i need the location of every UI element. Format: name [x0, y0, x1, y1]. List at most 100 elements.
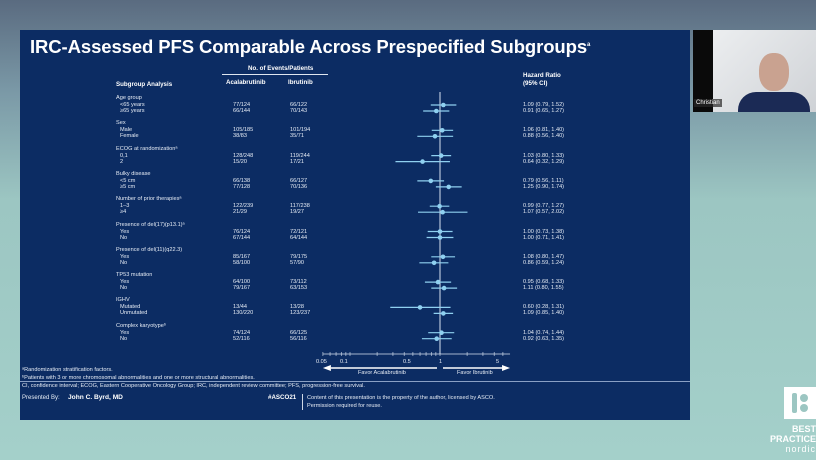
- hr-point: [440, 254, 446, 260]
- brand-line2: PRACTICE: [769, 434, 816, 444]
- abbreviations: CI, confidence interval; ECOG, Eastern C…: [22, 383, 365, 389]
- subgroup-heading: Sex: [116, 120, 126, 127]
- subgroup-heading: Number of prior therapiesᵃ: [116, 196, 182, 203]
- subgroup-label: Yes: [120, 253, 130, 260]
- arm2-events: 117/238: [290, 203, 310, 210]
- arm1-events: 74/124: [233, 329, 251, 336]
- tick-label: 0.05: [316, 359, 327, 365]
- arm2-events: 70/136: [290, 183, 308, 190]
- subgroup-heading: IGHV: [116, 297, 130, 304]
- tick-label: 1: [439, 359, 443, 365]
- hr-point: [441, 285, 447, 291]
- subgroup-label: ≥4: [120, 209, 127, 216]
- hr-point: [439, 128, 445, 133]
- presenter-name: John C. Byrd, MD: [68, 394, 123, 401]
- slide-title: IRC-Assessed PFS Comparable Across Presp…: [30, 36, 590, 58]
- arm1-events: 76/124: [233, 228, 251, 235]
- subgroup-label: No: [120, 335, 128, 342]
- hr-point: [420, 159, 425, 164]
- footer-separator: [302, 394, 303, 410]
- favor-right-label: Favor Ibrutinib: [457, 370, 493, 376]
- arm1-events: 79/167: [233, 285, 251, 292]
- participant-video-tile[interactable]: Christian: [693, 30, 816, 112]
- arm1-events: 64/100: [233, 279, 251, 286]
- subgroup-heading: Age group: [116, 95, 142, 101]
- arm2-events: 70/143: [290, 108, 308, 114]
- hazard-ratio-text: 1.08 (0.80, 1.47): [523, 253, 565, 260]
- copyright-line2: Permission required for reuse.: [307, 403, 382, 409]
- hazard-ratio-text: 1.03 (0.80, 1.33): [523, 152, 565, 159]
- arm1-events: 58/100: [233, 259, 251, 266]
- hr-point: [440, 209, 445, 215]
- tick-label: 0.1: [340, 359, 348, 365]
- arm2-events: 64/144: [290, 234, 308, 241]
- subgroup-label: ≥5 cm: [120, 183, 136, 190]
- subgroup-heading: Presence of del(17)(p13.1)ᵃ: [116, 221, 185, 228]
- hr-point: [437, 203, 442, 209]
- arm2-events: 35/71: [290, 133, 304, 140]
- brand-line1: BEST: [791, 424, 816, 434]
- arm2-events: 119/244: [290, 152, 310, 159]
- subgroup-label: 0,1: [120, 152, 128, 159]
- arm1-events: 105/185: [233, 127, 254, 134]
- subgroup-label: No: [120, 259, 128, 266]
- footer-divider: [20, 381, 690, 382]
- hr-point: [439, 330, 444, 336]
- arm2-events: 72/121: [290, 228, 308, 235]
- subgroup-label: Yes: [120, 329, 130, 336]
- hazard-ratio-text: 1.11 (0.80, 1.55): [523, 285, 564, 292]
- hr-point: [428, 178, 434, 184]
- hazard-ratio-text: 0.60 (0.28, 1.31): [523, 304, 565, 311]
- arm1-events: 13/44: [233, 304, 247, 311]
- arm1-events: 66/138: [233, 177, 251, 184]
- arm2-events: 73/112: [290, 279, 307, 286]
- hr-header: Hazard Ratio: [523, 72, 561, 79]
- subgroup-heading: Complex karyotypeᵇ: [116, 322, 166, 329]
- hazard-ratio-text: 0.95 (0.68, 1.33): [523, 279, 565, 286]
- arm2-events: 66/125: [290, 329, 308, 336]
- header-divider: [222, 74, 328, 75]
- hazard-ratio-text: 1.06 (0.81, 1.40): [523, 127, 565, 134]
- favor-left-arrow: [322, 365, 331, 371]
- arm2-events: 13/28: [290, 304, 304, 311]
- brand-line3: nordic: [785, 444, 816, 454]
- title-superscript: a: [587, 41, 591, 48]
- title-text: IRC-Assessed PFS Comparable Across Presp…: [30, 36, 588, 57]
- subgroup-heading: TP53 mutation: [116, 272, 153, 279]
- subgroup-label: Yes: [120, 228, 130, 235]
- ci-header: (95% CI): [523, 80, 548, 87]
- hashtag: #ASCO21: [268, 394, 297, 401]
- hr-point: [431, 260, 437, 266]
- hazard-ratio-text: 0.99 (0.77, 1.27): [523, 203, 565, 210]
- subgroup-label: No: [120, 234, 128, 241]
- hr-point: [434, 336, 440, 342]
- hr-point: [441, 102, 446, 108]
- arm2-events: 63/153: [290, 285, 308, 292]
- hr-point: [441, 311, 446, 316]
- subgroup-label: ≥65 years: [120, 108, 145, 114]
- copyright-line1: Content of this presentation is the prop…: [307, 395, 495, 401]
- subgroup-label: Male: [120, 127, 133, 134]
- arm1-header: Acalabrutinib: [226, 79, 266, 86]
- hazard-ratio-text: 1.25 (0.90, 1.74): [523, 183, 565, 190]
- subgroup-label: <65 years: [120, 102, 145, 108]
- video-letterbox: [693, 30, 713, 112]
- hazard-ratio-text: 1.00 (0.71, 1.41): [523, 234, 565, 241]
- subgroup-heading: Presence of del(11)(q22.3): [116, 246, 183, 253]
- hazard-ratio-text: 1.09 (0.79, 1.52): [523, 102, 565, 108]
- participant-head: [759, 53, 789, 91]
- arm2-events: 19/27: [290, 209, 304, 216]
- brand-wordmark: BEST PRACTICE nordic: [760, 424, 816, 454]
- favor-right-arrow: [502, 365, 511, 371]
- presented-by-label: Presented By:: [22, 395, 60, 401]
- arm2-events: 101/194: [290, 127, 311, 134]
- arm1-events: 128/248: [233, 152, 254, 159]
- subgroup-heading: ECOG at randomizationᵃ: [116, 145, 178, 152]
- tick-label: 0.5: [403, 359, 411, 365]
- hr-point: [446, 184, 452, 190]
- subgroup-label: Female: [120, 133, 139, 140]
- arm1-events: 21/29: [233, 209, 247, 216]
- hazard-ratio-text: 1.04 (0.74, 1.44): [523, 329, 565, 336]
- participant-figure: [738, 92, 810, 112]
